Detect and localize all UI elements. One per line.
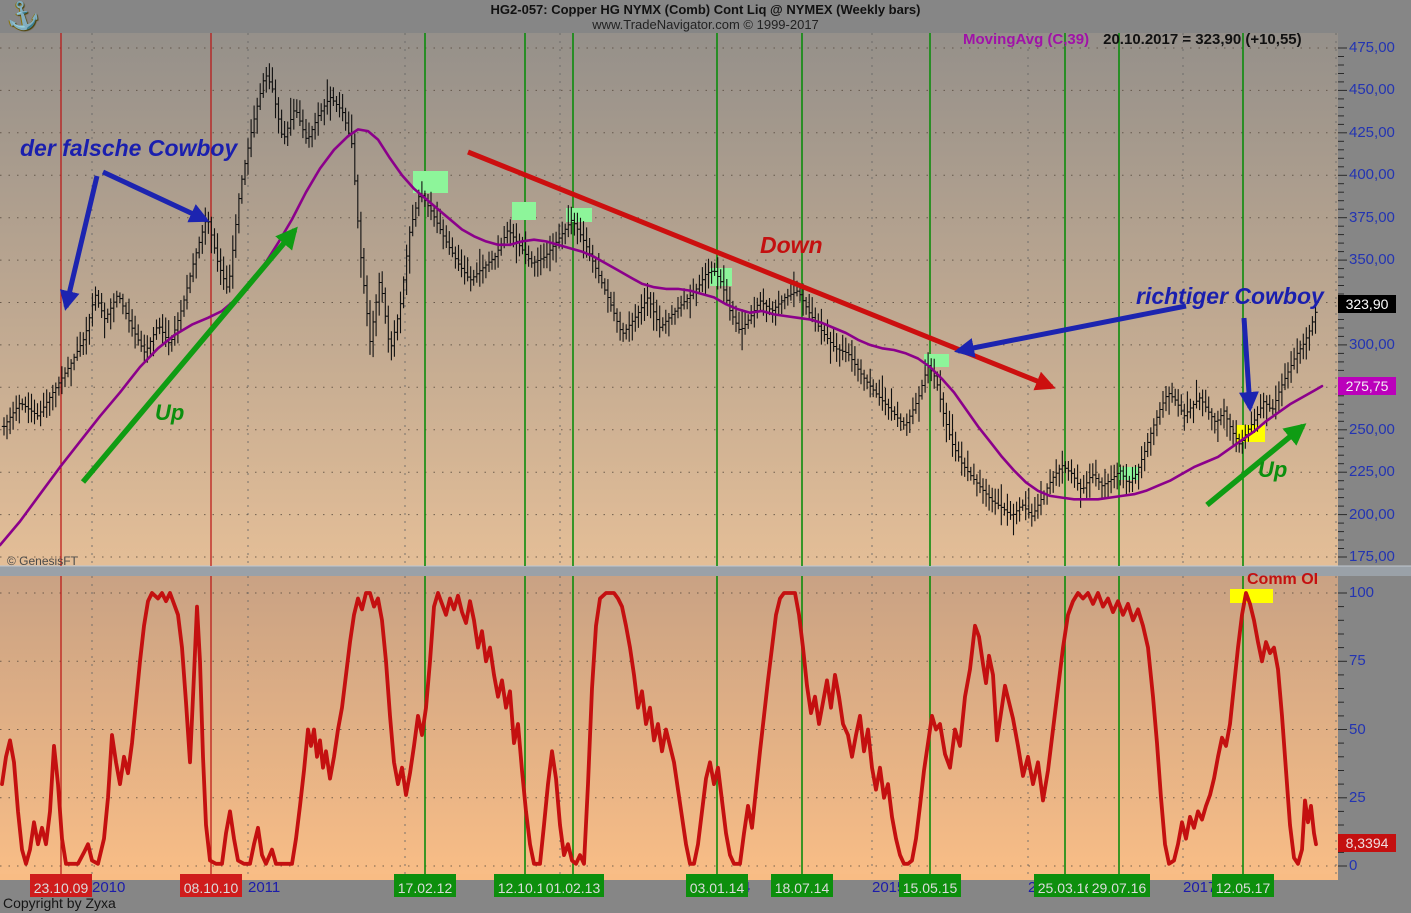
year-label: 2011 (248, 879, 281, 896)
price-axis-label: 225,00 (1349, 463, 1395, 480)
last-value-badge: 323,90 (1338, 295, 1396, 313)
price-axis-label: 300,00 (1349, 336, 1395, 353)
price-axis-label: 200,00 (1349, 506, 1395, 523)
osc-axis-label: 0 (1349, 857, 1358, 874)
price-axis-label: 175,00 (1349, 548, 1395, 565)
date-badge-green: 25.03.16 (1034, 879, 1096, 897)
annotation-down: Down (760, 232, 823, 258)
year-label: 2015 (872, 879, 906, 896)
date-badge-green: 12.05.17 (1212, 879, 1274, 897)
date-badge-green: 01.02.13 (542, 879, 604, 897)
date-badge-red: 08.10.10 (180, 879, 242, 897)
date-badge-green: 12.10.12 (494, 879, 556, 897)
indicator-legend[interactable]: MovingAvg (C,39) 20.10.2017 = 323,90 (+10… (963, 31, 1302, 48)
price-axis-label: 350,00 (1349, 251, 1395, 268)
annotation-up-right: Up (1258, 457, 1288, 482)
last-value-badge: 275,75 (1338, 377, 1396, 395)
price-axis-label: 400,00 (1349, 166, 1395, 183)
price-axis-label: 450,00 (1349, 81, 1395, 98)
price-axis-label: 375,00 (1349, 209, 1395, 226)
date-badge-green: 15.05.15 (899, 879, 961, 897)
year-label: 2017 (1183, 879, 1217, 896)
osc-axis-label: 25 (1349, 789, 1366, 806)
price-axis-label: 250,00 (1349, 421, 1395, 438)
date-badge-red: 23.10.09 (30, 879, 92, 897)
price-axis-label: 425,00 (1349, 124, 1395, 141)
annotation-right-cowboy: richtiger Cowboy (1136, 283, 1324, 309)
annotation-up-left: Up (155, 400, 185, 425)
year-label: 2010 (92, 879, 126, 896)
comm-oi-label: Comm OI (1247, 571, 1319, 588)
genesis-watermark: © GenesisFT (7, 554, 78, 568)
chart-subtitle: www.TradeNavigator.com © 1999-2017 (592, 17, 819, 32)
copyright-label: Copyright by Zyxa (3, 895, 116, 911)
osc-axis-label: 75 (1349, 652, 1366, 669)
date-badge-green: 17.02.12 (394, 879, 456, 897)
last-value-badge: 8,3394 (1338, 834, 1396, 852)
annotation-false-cowboy: der falsche Cowboy (20, 135, 238, 161)
chart-title: HG2-057: Copper HG NYMX (Comb) Cont Liq … (490, 2, 921, 17)
date-badge-green: 29.07.16 (1088, 879, 1150, 897)
price-axis-label: 475,00 (1349, 39, 1395, 56)
date-badge-green: 18.07.14 (771, 879, 833, 897)
osc-axis-label: 100 (1349, 584, 1375, 601)
movingavg-legend-value: 20.10.2017 = 323,90 (+10,55) (1103, 31, 1302, 48)
movingavg-legend-label: MovingAvg (C,39) (963, 31, 1090, 48)
date-badge-green: 03.01.14 (686, 879, 748, 897)
osc-axis-label: 50 (1349, 721, 1366, 738)
